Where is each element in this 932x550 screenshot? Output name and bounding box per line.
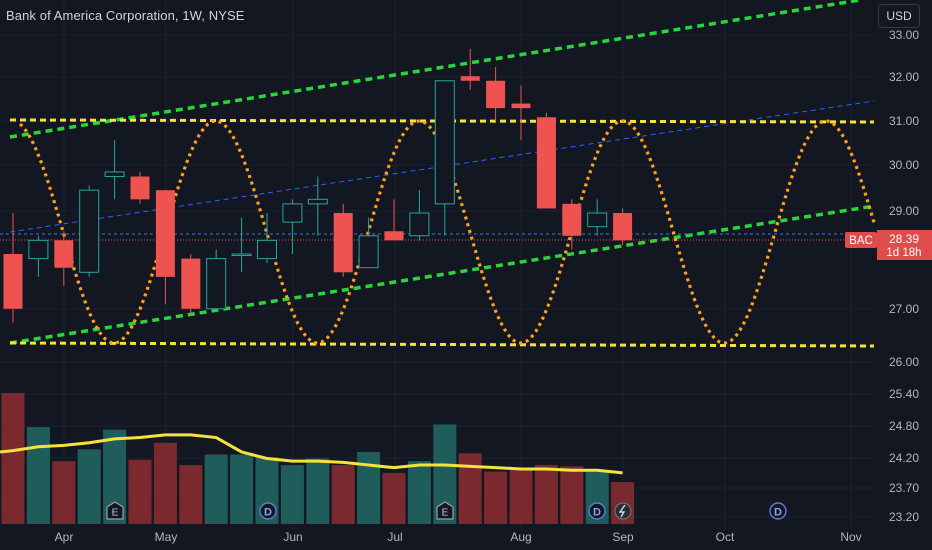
- candle-body: [130, 176, 150, 200]
- time-axis-label: Nov: [840, 530, 861, 544]
- volume-bar: [1, 393, 25, 524]
- candle-body: [257, 239, 277, 260]
- volume-bar: [534, 465, 558, 524]
- candle-body: [79, 189, 100, 273]
- candle-body: [460, 76, 480, 81]
- volume-bar: [128, 459, 152, 524]
- price-axis-label: 29.00: [889, 204, 919, 218]
- price-axis-label: 30.00: [889, 158, 919, 172]
- volume-bar: [179, 465, 203, 524]
- candle-body: [307, 198, 328, 205]
- candle-body: [104, 171, 125, 178]
- earnings-icon: [436, 501, 454, 520]
- dividend-icon: [259, 502, 277, 520]
- channel-lower-line: [9, 204, 875, 345]
- candle-body: [358, 235, 379, 269]
- price-axis-label: 33.00: [889, 28, 919, 42]
- candle-body: [206, 258, 227, 310]
- candle-body: [409, 212, 430, 237]
- chart-title: Bank of America Corporation, 1W, NYSE: [6, 8, 245, 23]
- volume-bar: [357, 451, 381, 524]
- price-tag-bg: [877, 230, 932, 260]
- price-axis-label: 24.80: [889, 419, 919, 433]
- candle-body: [3, 254, 23, 309]
- price-axis-label: 23.70: [889, 481, 919, 495]
- volume-bar: [382, 472, 406, 524]
- volume-bar: [77, 449, 101, 524]
- volume-bar: [509, 468, 533, 524]
- candles: [3, 48, 633, 323]
- currency-button[interactable]: USD: [878, 4, 920, 28]
- candle-body: [587, 212, 608, 228]
- volume-bar: [52, 461, 76, 524]
- price-axis-label: 26.00: [889, 355, 919, 369]
- candle-body: [613, 213, 633, 241]
- candle-body: [54, 240, 74, 268]
- event-markers: E D DE D: [106, 501, 787, 520]
- time-axis-label: May: [155, 530, 178, 544]
- price-axis-label: 31.00: [889, 114, 919, 128]
- dividend-label: D: [264, 507, 272, 519]
- price-axis-label: 23.20: [889, 510, 919, 524]
- candle-body: [28, 239, 49, 260]
- volume-bar: [407, 461, 431, 524]
- candle-body: [333, 213, 353, 273]
- candle-body: [434, 80, 455, 205]
- volume-bar: [458, 453, 482, 524]
- price-axis: 33.00 32.00 31.00 30.00 29.00 27.00 26.00 25.40…: [889, 28, 919, 524]
- volume-bar: [484, 471, 508, 524]
- price-tag-value: 28.39: [889, 232, 919, 246]
- candle-body: [562, 203, 582, 236]
- time-axis-label: Aug: [510, 530, 531, 544]
- price-axis-label: 32.00: [889, 70, 919, 84]
- dividend-label: D: [774, 507, 782, 519]
- candle-body: [511, 103, 531, 109]
- volume-bar: [103, 429, 127, 524]
- earnings-icon: [106, 501, 124, 520]
- volume-bar: [306, 458, 330, 524]
- candle-body: [486, 80, 506, 109]
- symbol-tag-text: BAC: [849, 235, 873, 247]
- candle-body: [536, 117, 556, 209]
- price-axis-label: 25.40: [889, 387, 919, 401]
- dividend-label: D: [593, 507, 601, 519]
- volume-bar: [280, 465, 304, 524]
- dividend-icon: [588, 502, 606, 520]
- time-axis-label: Apr: [55, 530, 74, 544]
- price-axis-label: 24.20: [889, 451, 919, 465]
- volume-bar: [26, 427, 50, 524]
- candle-body: [282, 203, 303, 223]
- volume-bar: [153, 442, 177, 524]
- candle-body: [155, 190, 175, 277]
- price-tag-countdown: 1d 18h: [886, 247, 921, 259]
- price-axis-label: 27.00: [889, 302, 919, 316]
- support-level-line: [9, 341, 875, 348]
- earnings-label: E: [442, 508, 449, 519]
- candle-body: [384, 231, 404, 241]
- volume-bar: [433, 424, 457, 524]
- volume-bar: [560, 466, 584, 524]
- time-axis-label: Sep: [612, 530, 634, 544]
- earnings-label: E: [112, 508, 119, 519]
- dividend-icon: [769, 502, 787, 520]
- volume-ma-line: [0, 433, 623, 475]
- candle-body: [181, 258, 201, 309]
- symbol-tag-bg: [845, 232, 877, 248]
- volume-bar: [230, 454, 254, 524]
- time-axis-label: Oct: [716, 530, 735, 544]
- dividend-icon: [614, 502, 632, 520]
- time-axis-label: Jul: [387, 530, 402, 544]
- time-axis: Apr May Jun Jul Aug Sep Oct Nov: [55, 530, 862, 544]
- volume-bar: [204, 454, 228, 524]
- candle-body: [231, 253, 252, 257]
- split-bolt-icon: [618, 504, 626, 518]
- time-axis-label: Jun: [283, 530, 302, 544]
- volume-bar: [331, 465, 355, 524]
